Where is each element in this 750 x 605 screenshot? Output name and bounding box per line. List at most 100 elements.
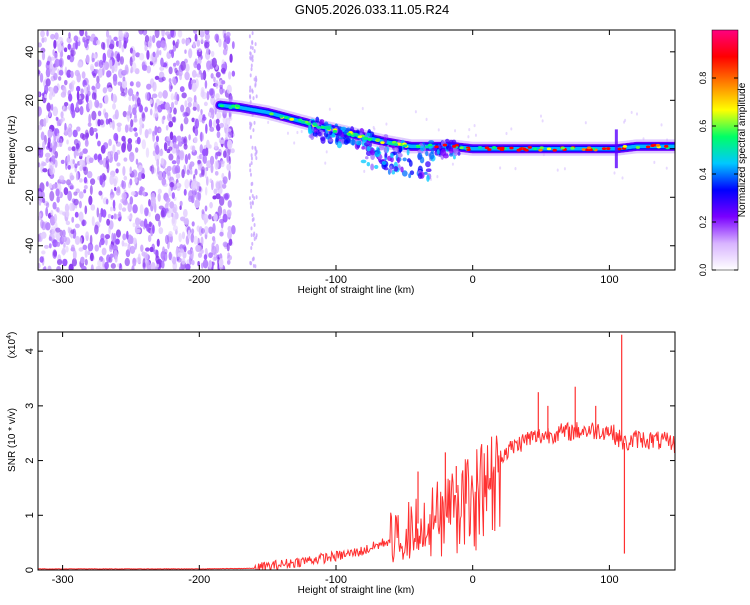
- noise-speck: [141, 112, 146, 122]
- noise-speck: [144, 92, 150, 101]
- noise-speck: [73, 191, 78, 196]
- noise-speck: [38, 162, 41, 168]
- noise-speck: [227, 199, 232, 208]
- noise-speck: [100, 233, 105, 241]
- noise-speck: [116, 53, 121, 63]
- noise-speck: [196, 63, 201, 71]
- noise-speck: [219, 139, 225, 144]
- noise-speck: [38, 199, 42, 206]
- noise-speck: [171, 212, 174, 218]
- spread-blob: [366, 161, 371, 167]
- noise-speck: [156, 158, 160, 168]
- noise-speck: [203, 226, 209, 235]
- noise-speck: [56, 207, 60, 213]
- noise-speck: [223, 32, 227, 43]
- spread-blob: [361, 146, 366, 150]
- noise-speck: [42, 168, 48, 173]
- noise-speck: [152, 224, 155, 234]
- noise-speck: [132, 49, 136, 57]
- noise-speck: [68, 32, 71, 39]
- noise-speck: [45, 202, 50, 208]
- noise-speck: [56, 132, 60, 142]
- noise-speck: [158, 128, 162, 133]
- noise-speck: [202, 154, 207, 165]
- x-tick-label: 100: [600, 574, 618, 586]
- spread-blob: [448, 153, 454, 157]
- noise-speck: [191, 83, 197, 93]
- noise-speck: [144, 106, 149, 113]
- noise-speck: [171, 192, 176, 200]
- noise-speck: [79, 151, 84, 156]
- noise-speck: [215, 71, 221, 78]
- noise-speck: [70, 102, 75, 113]
- noise-speck: [168, 251, 172, 261]
- noise-speck: [75, 40, 78, 50]
- noise-speck: [187, 101, 192, 108]
- noise-speck: [209, 201, 213, 209]
- noise-speck: [123, 157, 128, 162]
- noise-speck: [468, 127, 471, 132]
- noise-speck: [436, 175, 439, 179]
- noise-speck: [62, 258, 68, 267]
- noise-speck: [184, 100, 188, 108]
- noise-speck: [84, 129, 89, 140]
- noise-speck: [188, 164, 193, 171]
- noise-speck: [425, 117, 428, 121]
- noise-speck: [42, 140, 46, 150]
- colorbar-gradient: [711, 29, 739, 271]
- noise-speck: [200, 72, 204, 81]
- noise-speck: [563, 167, 566, 171]
- noise-speck: [255, 94, 258, 99]
- noise-speck: [151, 93, 158, 99]
- noise-speck: [72, 249, 77, 260]
- noise-speck: [254, 42, 257, 47]
- noise-speck: [70, 184, 75, 190]
- noise-speck: [197, 261, 200, 267]
- noise-speck: [160, 209, 165, 218]
- noise-speck: [75, 143, 80, 150]
- noise-speck: [130, 191, 136, 196]
- noise-speck: [225, 31, 231, 38]
- noise-speck: [39, 256, 44, 263]
- noise-speck: [202, 114, 206, 119]
- noise-speck: [228, 71, 232, 80]
- noise-speck: [64, 203, 70, 213]
- spread-blob: [393, 165, 399, 172]
- noise-speck: [613, 171, 616, 175]
- noise-speck: [56, 241, 61, 247]
- spread-blob: [319, 119, 325, 124]
- noise-speck: [154, 108, 159, 118]
- snr-multiplier: (x104): [6, 332, 18, 359]
- ridge-hotspot: [279, 115, 284, 118]
- noise-speck: [160, 250, 166, 260]
- noise-speck: [38, 234, 41, 243]
- spread-blob: [328, 138, 334, 142]
- noise-speck: [142, 258, 146, 268]
- noise-speck: [249, 51, 252, 56]
- noise-speck: [170, 30, 175, 38]
- noise-speck: [206, 139, 210, 150]
- noise-speck: [249, 55, 252, 60]
- snr-line: [38, 421, 675, 570]
- noise-speck: [139, 117, 143, 127]
- ridge-hotspot: [546, 147, 552, 151]
- noise-speck: [168, 121, 174, 128]
- noise-speck: [437, 128, 440, 132]
- noise-speck: [95, 132, 99, 140]
- noise-speck: [111, 232, 115, 243]
- noise-speck: [41, 231, 47, 239]
- noise-speck: [107, 151, 111, 160]
- noise-speck: [200, 227, 205, 234]
- noise-speck: [38, 42, 43, 48]
- noise-speck: [324, 161, 327, 165]
- noise-speck: [39, 72, 44, 83]
- noise-speck: [63, 187, 69, 196]
- noise-speck: [67, 127, 73, 138]
- noise-speck: [103, 142, 109, 150]
- noise-speck: [45, 206, 49, 217]
- colorbar-ticks: 0.0 0.2 0.4 0.6 0.8: [698, 72, 738, 276]
- noise-speck: [156, 263, 160, 268]
- noise-speck: [221, 80, 226, 85]
- noise-speck: [181, 92, 187, 99]
- noise-speck: [70, 232, 74, 239]
